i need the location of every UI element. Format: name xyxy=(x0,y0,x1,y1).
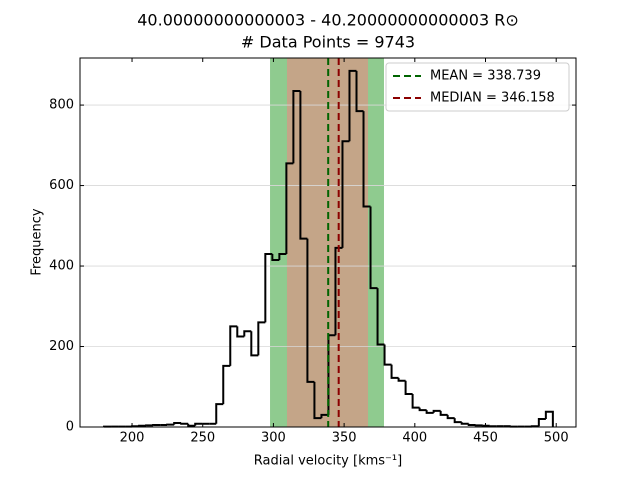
histogram-bin xyxy=(285,162,294,254)
histogram-bin xyxy=(215,403,224,424)
histogram-bin xyxy=(432,409,441,413)
histogram-bin xyxy=(439,410,448,416)
histogram-bin xyxy=(334,246,343,336)
chart-title: 40.00000000000003 - 40.20000000000003 R⊙ xyxy=(137,11,518,30)
histogram-bin xyxy=(229,325,238,366)
histogram-bin xyxy=(425,410,434,414)
x-tick-label: 350 xyxy=(332,431,357,446)
histogram-bin xyxy=(369,206,378,290)
x-tick-label: 500 xyxy=(544,431,569,446)
chart-subtitle: # Data Points = 9743 xyxy=(241,33,415,52)
histogram-bin xyxy=(250,331,259,357)
histogram-bin xyxy=(236,326,245,338)
histogram-bin xyxy=(180,422,189,425)
histogram-bin xyxy=(376,288,385,346)
histogram-bin xyxy=(397,377,406,382)
histogram-bin xyxy=(355,70,364,113)
legend-label: MEDIAN = 346.158 xyxy=(430,91,555,106)
histogram-bin xyxy=(320,413,329,419)
x-tick-label: 400 xyxy=(402,431,427,446)
x-tick-label: 300 xyxy=(261,431,286,446)
histogram-bin xyxy=(243,330,252,337)
y-axis-label: Frequency xyxy=(30,208,45,275)
y-tick-label: 200 xyxy=(49,339,74,354)
histogram-bin xyxy=(460,422,469,425)
histogram-bin xyxy=(348,69,357,142)
histogram-bin xyxy=(299,90,308,240)
histogram-bin xyxy=(306,238,315,383)
histogram-bin xyxy=(278,252,287,261)
histogram-bin xyxy=(341,140,350,248)
histogram-bin xyxy=(544,410,554,427)
histogram-bin xyxy=(292,89,301,164)
x-tick-label: 200 xyxy=(120,431,145,446)
y-tick-label: 800 xyxy=(49,98,74,113)
histogram-bin xyxy=(411,394,420,409)
histogram-bin xyxy=(222,364,231,405)
legend-label: MEAN = 338.739 xyxy=(430,69,541,84)
histogram-bin xyxy=(446,414,455,420)
histogram-bin xyxy=(194,422,203,426)
histogram-bin xyxy=(467,423,476,426)
histogram-bin xyxy=(404,380,413,396)
plot-frame xyxy=(79,57,577,428)
histogram-bin xyxy=(418,407,427,412)
histogram-bin xyxy=(362,111,371,208)
legend-box xyxy=(385,62,570,112)
histogram-bin xyxy=(390,364,399,379)
y-tick-label: 400 xyxy=(49,259,74,274)
histogram-bin xyxy=(257,321,266,356)
y-tick-label: 600 xyxy=(49,178,74,193)
histogram-bin xyxy=(537,417,546,427)
histogram-bin xyxy=(264,252,273,323)
x-tick-label: 450 xyxy=(473,431,498,446)
histogram-bin xyxy=(187,423,196,427)
histogram-bin xyxy=(383,344,392,366)
histogram-bin xyxy=(173,421,182,425)
histogram-bin xyxy=(271,253,280,262)
histogram-bin xyxy=(453,418,462,424)
x-tick-label: 250 xyxy=(190,431,215,446)
histogram-bin xyxy=(313,381,322,420)
x-axis-label: Radial velocity [kms⁻¹] xyxy=(254,454,402,469)
y-tick-label: 0 xyxy=(66,420,74,435)
